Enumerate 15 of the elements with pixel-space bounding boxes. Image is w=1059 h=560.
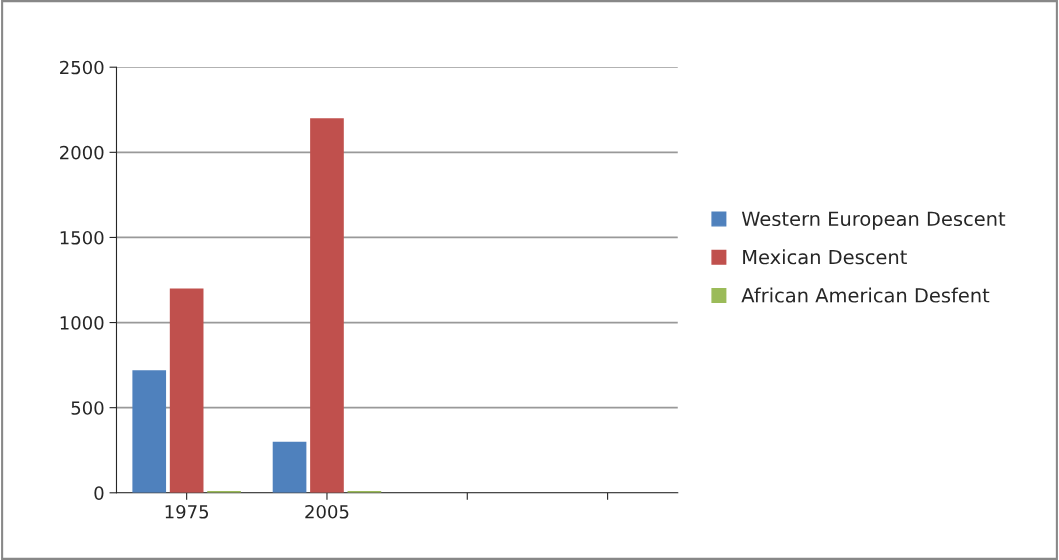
x-tick-label: 1975	[165, 504, 209, 519]
bar	[132, 370, 167, 493]
legend-label: Mexican Descent	[743, 249, 907, 265]
legend-label: Western European Descent	[741, 211, 1006, 230]
y-tick-label: 1000	[60, 316, 104, 330]
y-tick-label: 2500	[60, 60, 104, 75]
bar	[310, 118, 344, 493]
x-tick-label: 2005	[305, 504, 349, 519]
bar	[272, 441, 307, 493]
y-tick-label: 1500	[60, 230, 104, 245]
bar	[169, 288, 204, 493]
y-tick-label: 500	[71, 401, 104, 415]
y-tick-label: 0	[94, 486, 104, 500]
y-tick-label: 2000	[60, 145, 104, 160]
legend-label: African American Desfent	[741, 287, 990, 303]
